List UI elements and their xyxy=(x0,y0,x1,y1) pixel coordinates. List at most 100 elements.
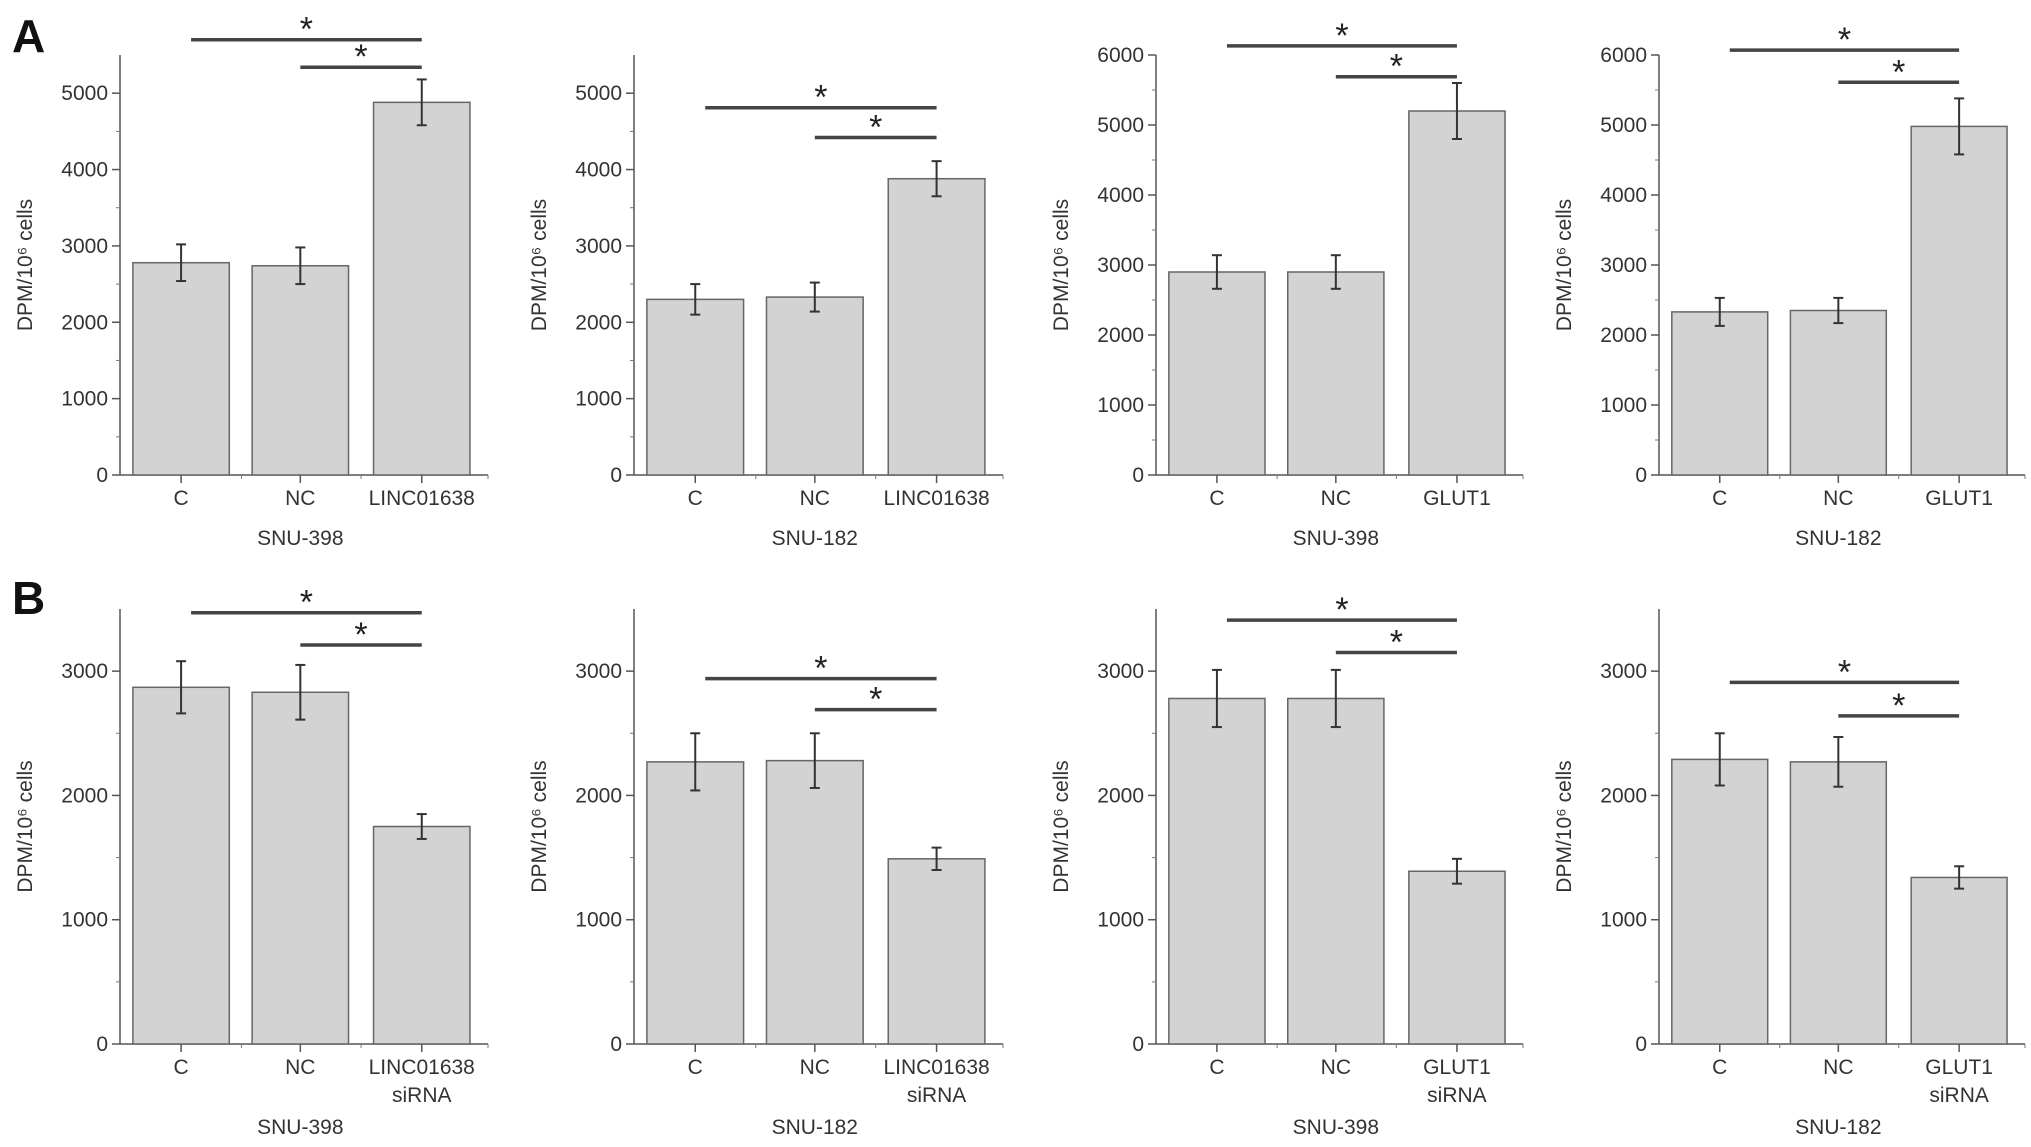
significance-star: * xyxy=(354,38,367,76)
y-tick-label: 1000 xyxy=(1097,909,1144,932)
significance-star: * xyxy=(1390,48,1403,86)
y-axis-label: DPM/10⁶ cells xyxy=(1050,760,1073,892)
bar-c xyxy=(1168,697,1266,1045)
y-tick-label: 0 xyxy=(610,464,622,487)
x-tick-label: NC xyxy=(1321,1056,1351,1079)
bar-nc xyxy=(251,265,350,476)
bar-nc xyxy=(1789,309,1888,476)
panel-letter-a: A xyxy=(12,10,45,62)
y-axis-label: DPM/10⁶ cells xyxy=(14,199,37,331)
y-tick-label: 2000 xyxy=(1600,784,1647,807)
significance-star: * xyxy=(1838,21,1851,59)
bar-linc01638 xyxy=(372,101,471,476)
x-tick-label: NC xyxy=(1823,1056,1853,1079)
y-tick-label: 0 xyxy=(610,1033,622,1056)
y-axis-label: DPM/10⁶ cells xyxy=(14,760,37,892)
y-tick-label: 3000 xyxy=(1600,660,1647,683)
y-tick-label: 3000 xyxy=(575,235,622,258)
x-tick-label: C xyxy=(1712,1056,1727,1079)
chart-panel-3: 0 1000 2000 3000 4000 5000 6000 C NC GLUT1 SNU-398… xyxy=(1050,17,1524,550)
x-tick-label: C xyxy=(1209,1056,1224,1079)
chart-panel-4: 0 1000 2000 3000 4000 5000 6000 C NC GLUT1 SNU-182… xyxy=(1553,21,2026,550)
y-tick-label: 5000 xyxy=(575,82,622,105)
x-tick-label: siRNA xyxy=(1427,1084,1487,1107)
x-tick-label: C xyxy=(1209,487,1224,510)
y-tick-label: 3000 xyxy=(575,660,622,683)
bar-nc xyxy=(1287,271,1385,476)
y-tick-label: 5000 xyxy=(61,82,108,105)
y-tick-label: 2000 xyxy=(575,784,622,807)
y-tick-label: 6000 xyxy=(1600,44,1647,67)
chart-panel-7: 0 1000 2000 3000 C NC GLUT1 siRNA SNU-398 DPM/10⁶… xyxy=(1050,591,1524,1139)
x-tick-label: NC xyxy=(800,487,830,510)
y-tick-label: 2000 xyxy=(61,784,108,807)
y-tick-label: 3000 xyxy=(1097,660,1144,683)
bar-linc01638 xyxy=(372,825,471,1045)
x-axis-label: SNU-182 xyxy=(772,1116,858,1139)
panel-letter-b: B xyxy=(12,572,45,624)
x-tick-label: C xyxy=(1712,487,1727,510)
y-axis-label: DPM/10⁶ cells xyxy=(1553,199,1576,331)
bar-nc xyxy=(1287,697,1385,1045)
x-axis-label: SNU-398 xyxy=(257,1116,343,1139)
bar-linc01638 xyxy=(887,858,986,1045)
significance-star: * xyxy=(300,11,313,49)
x-tick-label: GLUT1 xyxy=(1423,487,1491,510)
significance-star: * xyxy=(1838,653,1851,691)
x-tick-label: C xyxy=(688,487,703,510)
x-tick-label: LINC01638 xyxy=(369,1056,475,1079)
y-axis-label: DPM/10⁶ cells xyxy=(528,760,551,892)
y-tick-label: 0 xyxy=(96,464,108,487)
bar-nc xyxy=(765,759,864,1045)
bar-c xyxy=(1671,311,1769,476)
y-axis-label: DPM/10⁶ cells xyxy=(528,199,551,331)
y-axis-label: DPM/10⁶ cells xyxy=(1050,199,1073,331)
bar-c xyxy=(132,261,231,476)
y-tick-label: 1000 xyxy=(575,909,622,932)
y-tick-label: 1000 xyxy=(1600,909,1647,932)
chart-panel-5: 0 1000 2000 3000 C NC LINC01638 siRNA SNU-398 DPM… xyxy=(14,584,489,1139)
y-tick-label: 3000 xyxy=(61,660,108,683)
bar-c xyxy=(1168,271,1266,476)
y-tick-label: 5000 xyxy=(1600,114,1647,137)
x-tick-label: GLUT1 xyxy=(1423,1056,1491,1079)
y-tick-label: 0 xyxy=(96,1033,108,1056)
x-tick-label: siRNA xyxy=(1929,1084,1989,1107)
y-tick-label: 4000 xyxy=(61,159,108,182)
x-tick-label: GLUT1 xyxy=(1925,1056,1993,1079)
y-tick-label: 6000 xyxy=(1097,44,1144,67)
y-tick-label: 4000 xyxy=(1097,184,1144,207)
y-tick-label: 3000 xyxy=(1600,254,1647,277)
chart-panel-8: 0 1000 2000 3000 C NC GLUT1 siRNA SNU-182 DPM/10⁶… xyxy=(1553,609,2026,1139)
chart-panel-6: 0 1000 2000 3000 C NC LINC01638 siRNA SNU-182 DPM… xyxy=(528,609,1004,1139)
significance-star: * xyxy=(1335,17,1348,55)
x-tick-label: siRNA xyxy=(907,1084,967,1107)
y-tick-label: 2000 xyxy=(61,311,108,334)
y-tick-label: 2000 xyxy=(1097,784,1144,807)
significance-star: * xyxy=(1390,624,1403,662)
x-axis-label: SNU-398 xyxy=(1293,1116,1379,1139)
y-axis-label: DPM/10⁶ cells xyxy=(1553,760,1576,892)
significance-star: * xyxy=(354,616,367,654)
x-axis-label: SNU-182 xyxy=(1795,527,1881,550)
x-tick-label: NC xyxy=(1823,487,1853,510)
y-tick-label: 4000 xyxy=(575,159,622,182)
x-tick-label: NC xyxy=(285,487,315,510)
x-tick-label: NC xyxy=(1321,487,1351,510)
significance-star: * xyxy=(1892,53,1905,91)
x-tick-label: LINC01638 xyxy=(369,487,475,510)
bar-nc xyxy=(251,691,350,1045)
y-tick-label: 1000 xyxy=(575,388,622,411)
x-tick-label: C xyxy=(688,1056,703,1079)
y-tick-label: 4000 xyxy=(1600,184,1647,207)
x-tick-label: C xyxy=(174,1056,189,1079)
y-tick-label: 2000 xyxy=(1600,324,1647,347)
y-tick-label: 5000 xyxy=(1097,114,1144,137)
significance-star: * xyxy=(869,681,882,719)
significance-star: * xyxy=(814,650,827,688)
y-tick-label: 1000 xyxy=(1600,394,1647,417)
significance-star: * xyxy=(869,108,882,146)
bar-glut1 xyxy=(1910,876,2008,1045)
y-tick-label: 1000 xyxy=(1097,394,1144,417)
